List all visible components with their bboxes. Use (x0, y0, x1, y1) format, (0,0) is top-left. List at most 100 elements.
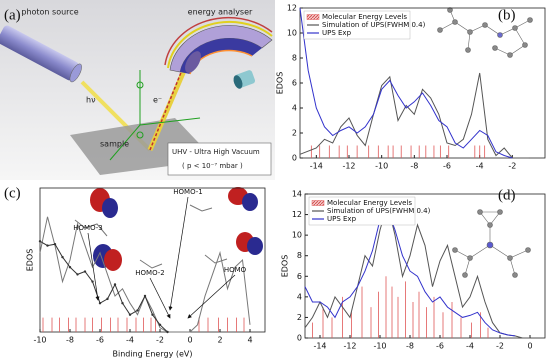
molecule-b (437, 7, 533, 58)
energy-level (418, 145, 420, 158)
energy-level (346, 145, 348, 158)
y-tick-label: 4 (292, 104, 297, 113)
x-tick-label: -14 (313, 342, 326, 351)
x-tick-label: -14 (310, 162, 323, 171)
x-tick-label: -10 (375, 162, 388, 171)
y-tick-label: 8 (297, 251, 302, 260)
x-tick-label: 0 (527, 342, 532, 351)
energy-level (439, 145, 441, 158)
y-tick-label: 0 (292, 154, 297, 163)
energy-level (425, 145, 427, 158)
panel-label: (a) (4, 7, 21, 23)
x-tick-label: -2 (508, 162, 516, 171)
y-tick-label: 2 (292, 129, 297, 138)
legend-box (303, 10, 411, 40)
energy-level (312, 322, 313, 338)
legend-label: Molecular Energy Levels (327, 199, 412, 207)
legend-label: Simulation of UPS(FWHM 0.4) (322, 21, 426, 29)
energy-level (405, 281, 406, 338)
y-tick-label: 12 (292, 210, 302, 219)
energy-level (150, 317, 152, 332)
panel-label: (c) (4, 185, 21, 201)
x-tick-label: -6 (436, 342, 444, 351)
energy-level (51, 317, 53, 332)
energy-level (143, 317, 144, 332)
energy-level (400, 145, 402, 158)
legend-label: Molecular Energy Levels (322, 13, 407, 21)
x-tick-label: -8 (406, 342, 414, 351)
energy-level (84, 317, 86, 332)
electron-path (149, 49, 191, 151)
energy-analyser (164, 16, 273, 89)
series-marker (68, 266, 72, 269)
series-marker (113, 283, 117, 286)
energy-level (236, 317, 237, 332)
energy-level (310, 145, 312, 158)
series-line (299, 72, 529, 159)
y-tick-label: 8 (292, 54, 297, 63)
series-marker (121, 302, 124, 305)
annotation: HOMO-1 (173, 188, 203, 196)
energy-level (433, 145, 435, 158)
energy-level (322, 307, 324, 338)
energy-level (338, 145, 340, 158)
series-line (304, 202, 530, 339)
energy-level (218, 317, 219, 332)
plot-frame (39, 187, 266, 333)
x-tick-label: -4 (476, 162, 484, 171)
energy-level (392, 145, 394, 158)
energy-level (474, 145, 476, 158)
y-tick-label: 6 (292, 79, 297, 88)
y-axis-label: EDOS (276, 72, 285, 95)
x-tick-label: -8 (66, 336, 74, 345)
plot-frame (304, 193, 546, 339)
sample-label: sample (100, 140, 129, 149)
energy-level (361, 286, 363, 338)
y-tick-label: 10 (287, 29, 297, 38)
x-tick-label: -8 (410, 162, 418, 171)
energy-level (385, 276, 387, 338)
series-marker (158, 323, 162, 326)
series-marker (143, 294, 147, 298)
annotation-arrow (168, 196, 189, 311)
energy-analyser-label: energy analyser (188, 8, 253, 17)
energy-level (227, 317, 228, 332)
energy-level (59, 317, 60, 332)
x-tick-label: 2 (217, 336, 222, 345)
energy-level (410, 145, 412, 158)
energy-level (101, 317, 102, 332)
energy-level (377, 145, 379, 158)
photon-source-tube (0, 25, 82, 83)
energy-level (370, 307, 372, 338)
series-line (39, 240, 168, 333)
energy-level (356, 145, 358, 158)
series-marker (98, 302, 102, 305)
energy-level (198, 317, 200, 332)
energy-level (110, 317, 111, 332)
energy-level (351, 312, 352, 338)
y-axis-label: EDOS (26, 249, 35, 272)
uhv-box (167, 142, 272, 176)
energy-level (448, 145, 450, 158)
series-marker (83, 270, 87, 273)
chart-panel: -10 -8 -6 -4 -2 0 2 4 Binding Energy (eV) EDOS HOM… (26, 187, 266, 359)
legend-label: Simulation of UPS(FWHM 0.4) (327, 207, 431, 215)
energy-level (135, 317, 137, 332)
x-tick-label: -6 (96, 336, 104, 345)
x-tick-label: -2 (496, 342, 504, 351)
panel-a: photon source energy analyser hν e⁻ samp… (0, 0, 275, 180)
series-marker (128, 313, 132, 316)
x-tick-label: -4 (466, 342, 474, 351)
x-tick-label: 4 (247, 336, 252, 345)
chart-panel: -14 -12 -10 -8 -6 -4 -2 0 2 4 6 8 10 12 EDOS Molecular … (276, 4, 546, 171)
panel-label: (b) (498, 7, 516, 23)
panel-label: (d) (498, 187, 516, 203)
energy-level (126, 317, 128, 332)
energy-level (331, 317, 333, 338)
energy-level (387, 145, 389, 158)
legend-swatch (311, 200, 325, 206)
series-marker (106, 297, 109, 301)
energy-level (471, 322, 472, 338)
y-tick-label: 14 (292, 190, 302, 199)
molecule-d (452, 209, 531, 278)
